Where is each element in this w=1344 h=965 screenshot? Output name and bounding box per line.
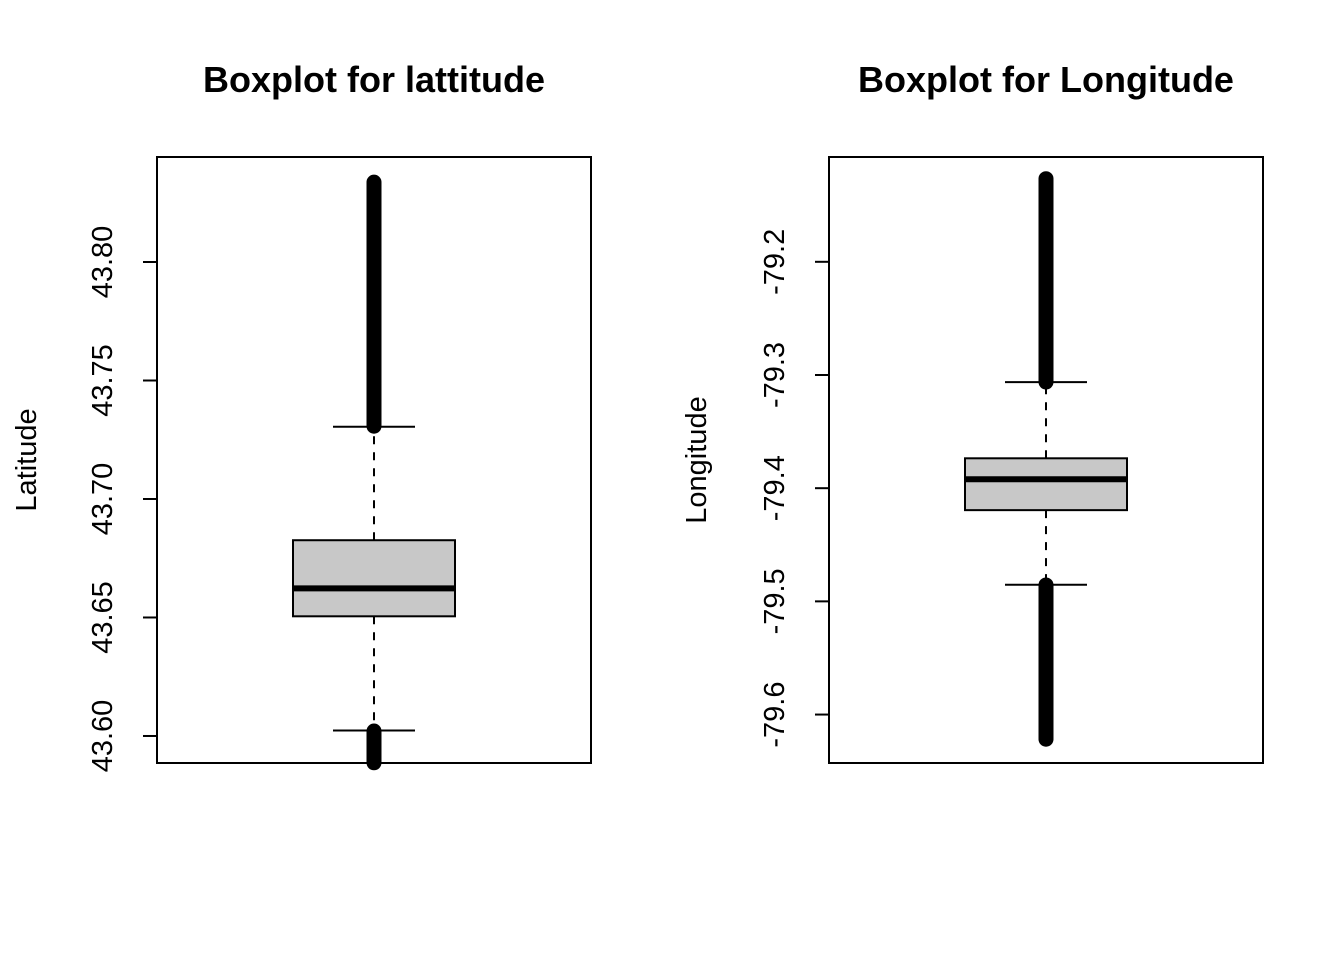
outlier-point: [366, 174, 382, 190]
boxplot: [964, 171, 1128, 747]
y-tick-label: 43.80: [87, 226, 119, 299]
outlier-point: [1038, 171, 1054, 187]
lower-outliers: [1038, 577, 1054, 747]
y-axis-label: Longitude: [681, 396, 713, 523]
boxplot: [292, 174, 456, 771]
y-tick-label: -79.6: [759, 682, 791, 748]
y-axis-label: Latitude: [11, 408, 43, 511]
longitude-panel: Boxplot for Longitude Longitude -79.6-79…: [681, 59, 1264, 764]
y-axis-ticks: -79.6 -79.5 -79.4 -79.3 -79.2: [759, 229, 830, 748]
upper-outliers: [1038, 171, 1054, 390]
y-tick-label: -79.5: [759, 568, 791, 634]
interquartile-box: [964, 457, 1128, 512]
y-tick-label: 43.60: [87, 700, 119, 773]
upper-outliers: [366, 174, 382, 434]
outlier-point: [1038, 731, 1054, 747]
interquartile-box: [292, 539, 456, 618]
y-tick-label: 43.65: [87, 581, 119, 654]
y-tick-label: -79.4: [759, 455, 791, 521]
chart-title: Boxplot for Longitude: [858, 59, 1234, 100]
y-tick-label: 43.70: [87, 463, 119, 536]
outlier-point: [366, 723, 382, 739]
y-tick-label: -79.3: [759, 342, 791, 408]
y-tick-label: 43.75: [87, 344, 119, 417]
chart-title: Boxplot for lattitude: [203, 59, 545, 100]
y-tick-label: -79.2: [759, 229, 791, 295]
lower-outliers: [366, 723, 382, 771]
y-axis-ticks: 43.60 43.65 43.70 43.75 43.80: [87, 226, 158, 773]
latitude-panel: Boxplot for lattitude Latitude 43.6043.6…: [11, 59, 592, 773]
